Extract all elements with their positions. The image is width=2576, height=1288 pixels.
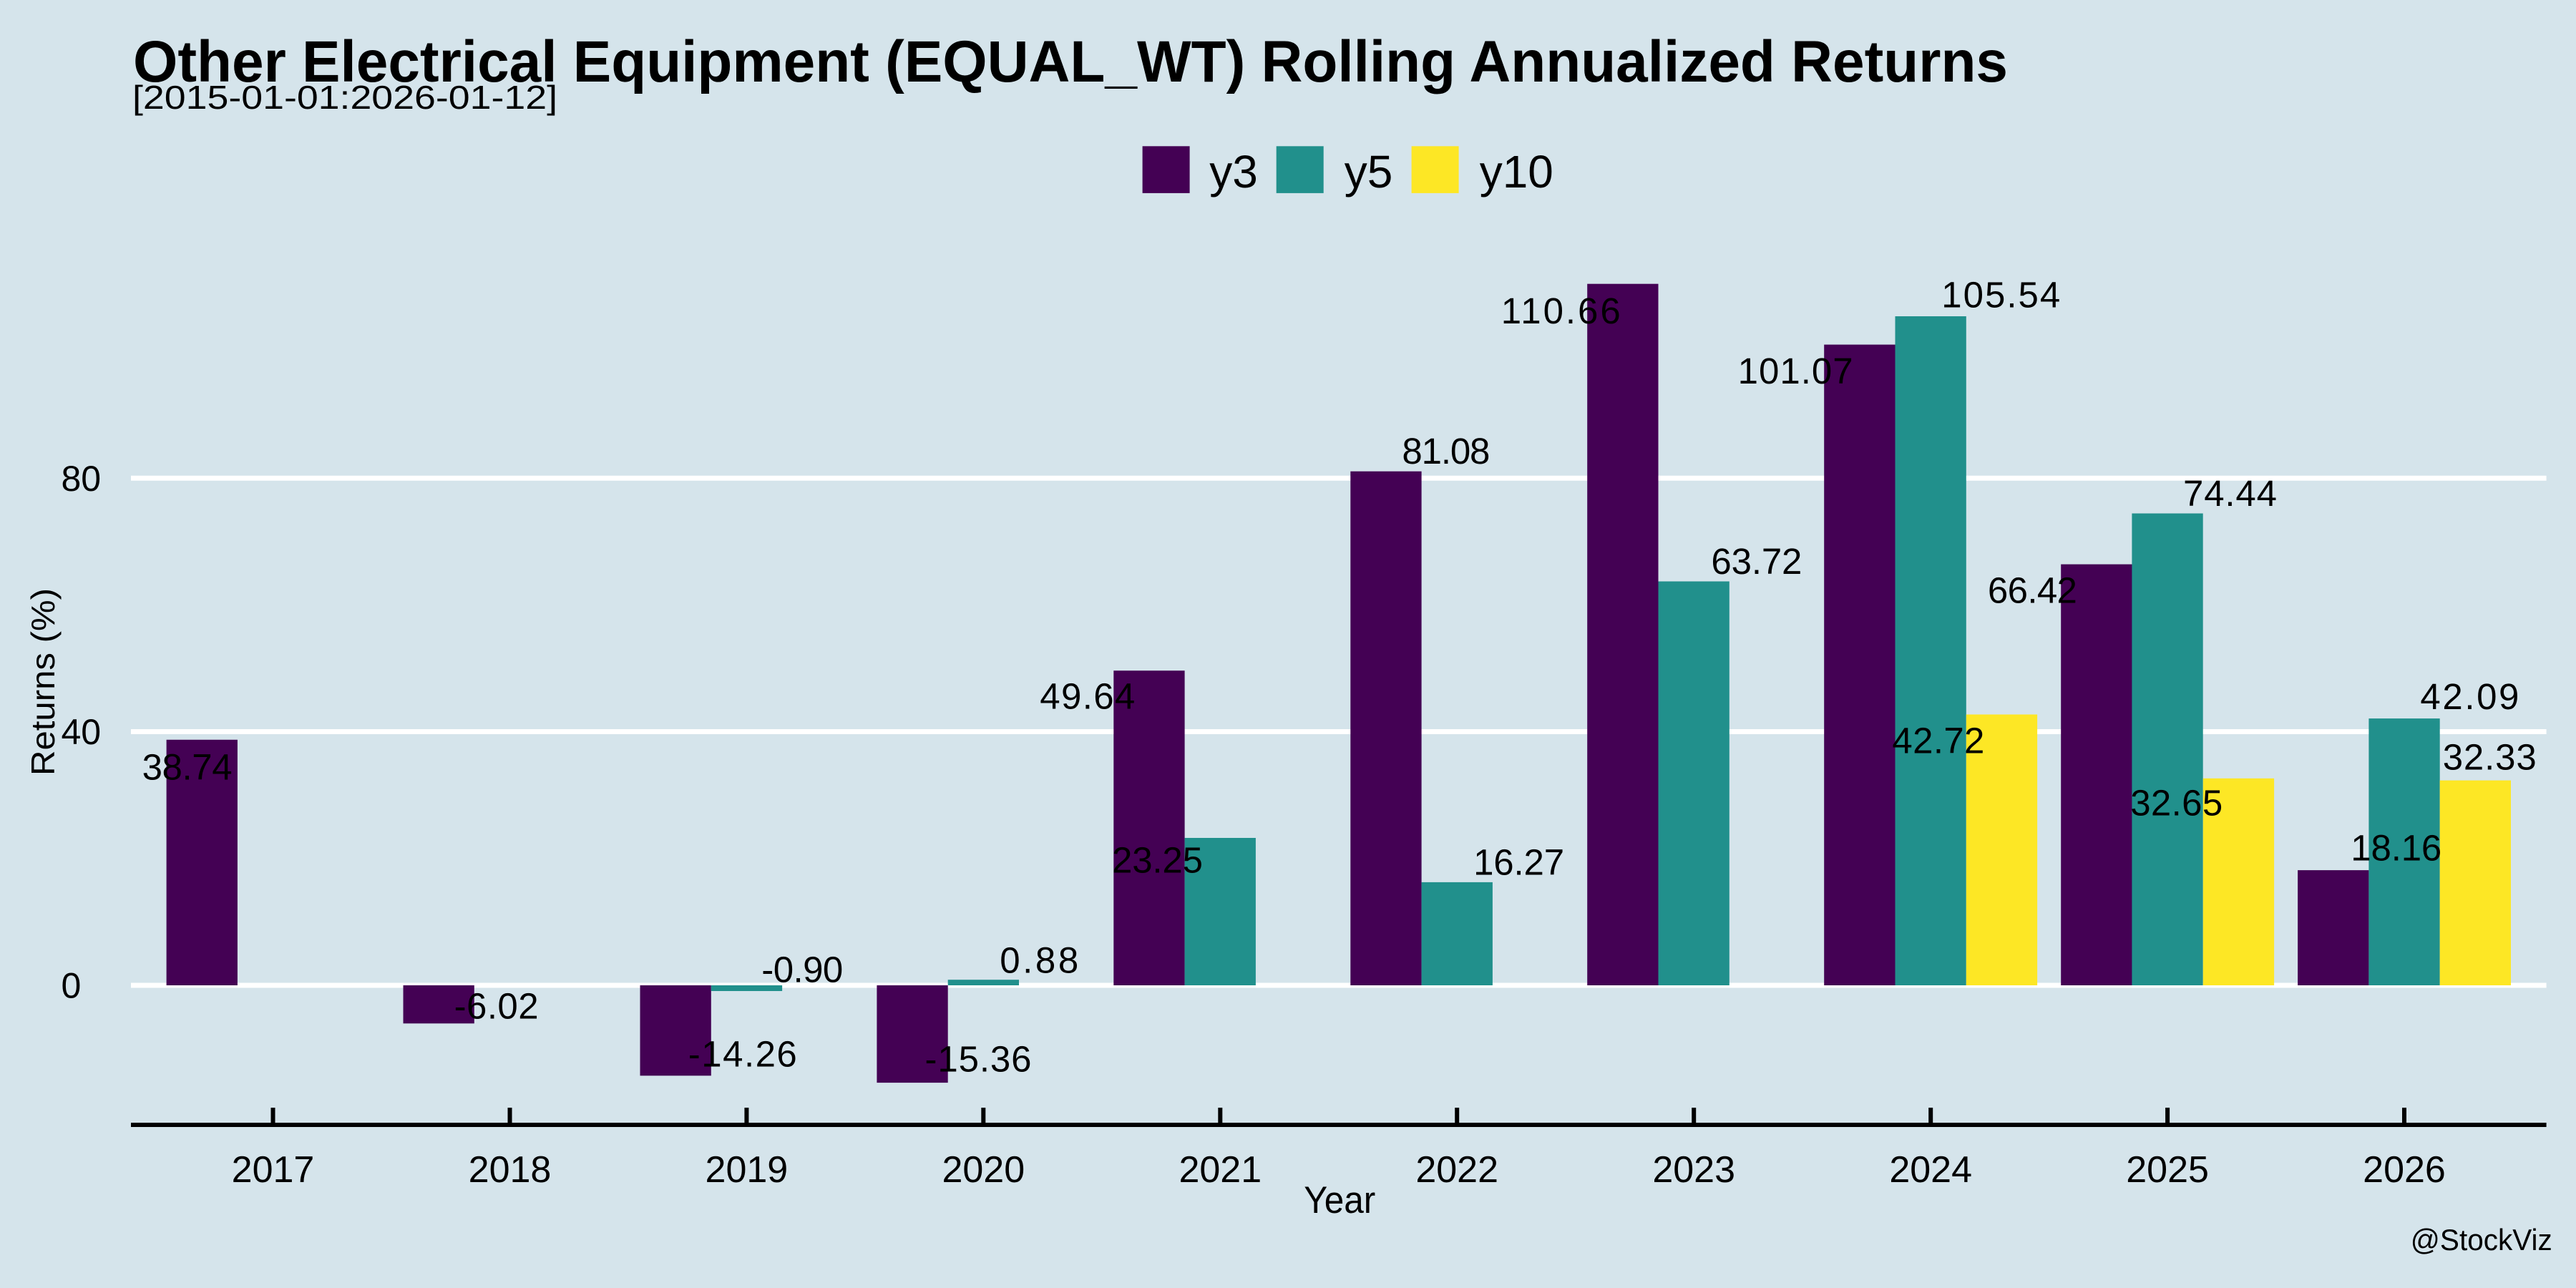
svg-text:32.33: 32.33	[2443, 737, 2537, 778]
svg-text:-6.02: -6.02	[454, 986, 539, 1027]
svg-text:2018: 2018	[469, 1149, 552, 1191]
svg-text:110.66: 110.66	[1501, 291, 1621, 331]
svg-text:[2015-01-01:2026-01-12]: [2015-01-01:2026-01-12]	[132, 79, 557, 116]
svg-text:32.65: 32.65	[2130, 783, 2223, 824]
svg-text:49.64: 49.64	[1040, 676, 1135, 717]
svg-text:-0.90: -0.90	[761, 950, 843, 990]
svg-text:2020: 2020	[942, 1149, 1025, 1191]
svg-text:101.07: 101.07	[1738, 351, 1853, 391]
svg-text:105.54: 105.54	[1941, 274, 2060, 315]
svg-text:Returns (%): Returns (%)	[24, 588, 62, 776]
svg-text:2026: 2026	[2363, 1149, 2446, 1191]
svg-text:63.72: 63.72	[1711, 541, 1802, 582]
svg-text:38.74: 38.74	[142, 747, 233, 788]
svg-text:40: 40	[62, 712, 102, 752]
svg-text:80: 80	[62, 459, 102, 499]
svg-text:Year: Year	[1304, 1179, 1375, 1221]
svg-text:16.27: 16.27	[1473, 842, 1564, 883]
svg-text:74.44: 74.44	[2183, 473, 2277, 514]
svg-text:42.72: 42.72	[1892, 721, 1984, 761]
svg-text:42.09: 42.09	[2420, 676, 2519, 717]
svg-text:2023: 2023	[1652, 1149, 1735, 1191]
svg-text:-14.26: -14.26	[688, 1034, 797, 1075]
svg-text:@StockViz: @StockViz	[2411, 1223, 2552, 1257]
svg-text:y10: y10	[1480, 146, 1553, 197]
svg-text:66.42: 66.42	[1988, 570, 2077, 611]
svg-text:-15.36: -15.36	[925, 1039, 1032, 1080]
svg-text:2019: 2019	[706, 1149, 789, 1191]
svg-text:2022: 2022	[1415, 1149, 1498, 1191]
svg-text:Other Electrical Equipment (EQ: Other Electrical Equipment (EQUAL_WT) Ro…	[133, 29, 2008, 94]
svg-text:y5: y5	[1345, 146, 1393, 197]
svg-text:0.88: 0.88	[1000, 940, 1078, 981]
svg-text:0: 0	[62, 966, 82, 1006]
svg-text:2017: 2017	[232, 1149, 315, 1191]
svg-text:y3: y3	[1209, 146, 1258, 197]
svg-text:2025: 2025	[2126, 1149, 2209, 1191]
svg-text:2021: 2021	[1179, 1149, 1262, 1191]
svg-text:81.08: 81.08	[1402, 431, 1490, 472]
svg-text:2024: 2024	[1889, 1149, 1972, 1191]
svg-text:18.16: 18.16	[2351, 827, 2441, 868]
svg-text:23.25: 23.25	[1112, 840, 1203, 881]
